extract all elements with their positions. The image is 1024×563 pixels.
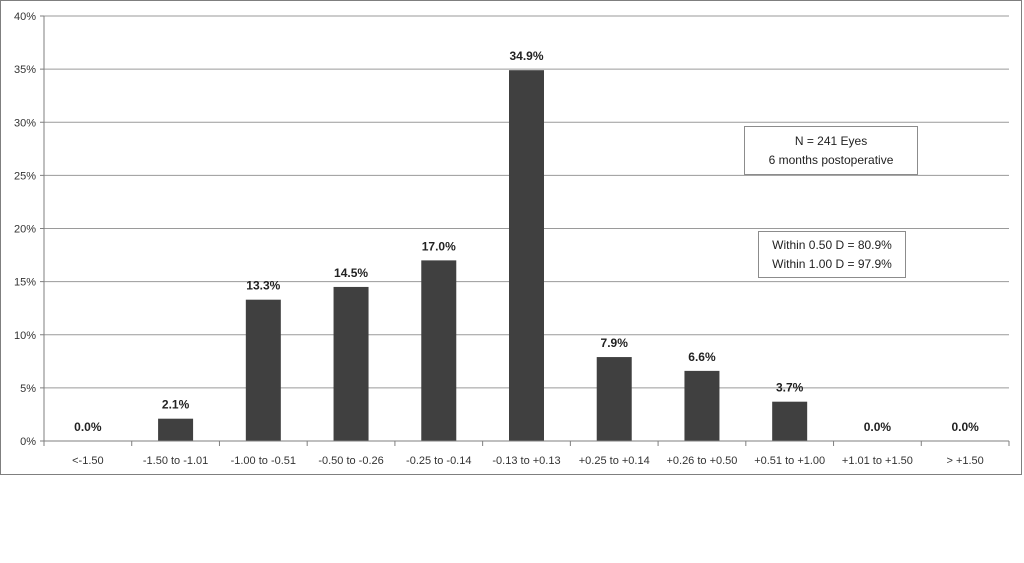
annotation-line: N = 241 Eyes [794,134,868,148]
data-label: 7.9% [601,336,629,350]
x-tick-label: -0.13 to +0.13 [492,455,560,467]
data-label: 0.0% [951,420,979,434]
y-tick-label: 0% [20,436,36,448]
x-tick-label: +0.51 to +1.00 [754,455,825,467]
bar [158,418,194,441]
bar [596,357,632,441]
x-tick-label: +1.01 to +1.50 [842,455,913,467]
y-tick-label: 10% [14,330,36,342]
data-label: 13.3% [246,279,280,293]
data-label: 6.6% [688,350,716,364]
accuracy-annotation: Within 0.50 D = 80.9% Within 1.00 D = 97… [758,231,906,278]
x-tick-label: > +1.50 [946,455,983,467]
axes [40,15,1010,446]
annotation-line: 6 months postoperative [768,153,894,167]
data-label: 0.0% [74,420,102,434]
data-label: 2.1% [162,398,190,412]
x-tick-label: -1.50 to -1.01 [143,455,208,467]
annotation-line: Within 0.50 D = 80.9% [772,238,892,252]
data-label: 0.0% [864,420,892,434]
bar-chart: 0% 5% 10% 15% 20% 25% 30% 35% 40% 0.0% <-1.50 2.1% -… [14,11,1010,467]
y-tick-label: 40% [14,11,36,23]
bar [684,370,720,441]
x-tick-label: -0.25 to -0.14 [406,455,471,467]
x-tick-label: -1.00 to -0.51 [231,455,296,467]
y-tick-label: 15% [14,277,36,289]
y-tick-label: 20% [14,224,36,236]
y-tick-label: 5% [20,383,36,395]
bar [772,401,808,441]
bar [421,260,457,441]
bar [245,299,281,441]
x-tick-label: +0.26 to +0.50 [666,455,737,467]
data-label: 34.9% [509,49,543,63]
sample-size-annotation: N = 241 Eyes 6 months postoperative [744,126,918,175]
bar [509,70,544,441]
x-tick-label: -0.50 to -0.26 [318,455,383,467]
data-label: 3.7% [776,381,804,395]
data-label: 14.5% [334,266,368,280]
y-tick-label: 35% [14,64,36,76]
x-tick-label: <-1.50 [72,455,104,467]
y-tick-label: 30% [14,117,36,129]
x-tick-label: +0.25 to +0.14 [579,455,650,467]
labels: 0% 5% 10% 15% 20% 25% 30% 35% 40% 0.0% <-1.50 2.1% -… [14,11,984,467]
bars [158,70,808,441]
data-label: 17.0% [422,239,456,253]
annotation-line: Within 1.00 D = 97.9% [772,257,892,271]
bar [333,286,369,441]
y-tick-label: 25% [14,170,36,182]
